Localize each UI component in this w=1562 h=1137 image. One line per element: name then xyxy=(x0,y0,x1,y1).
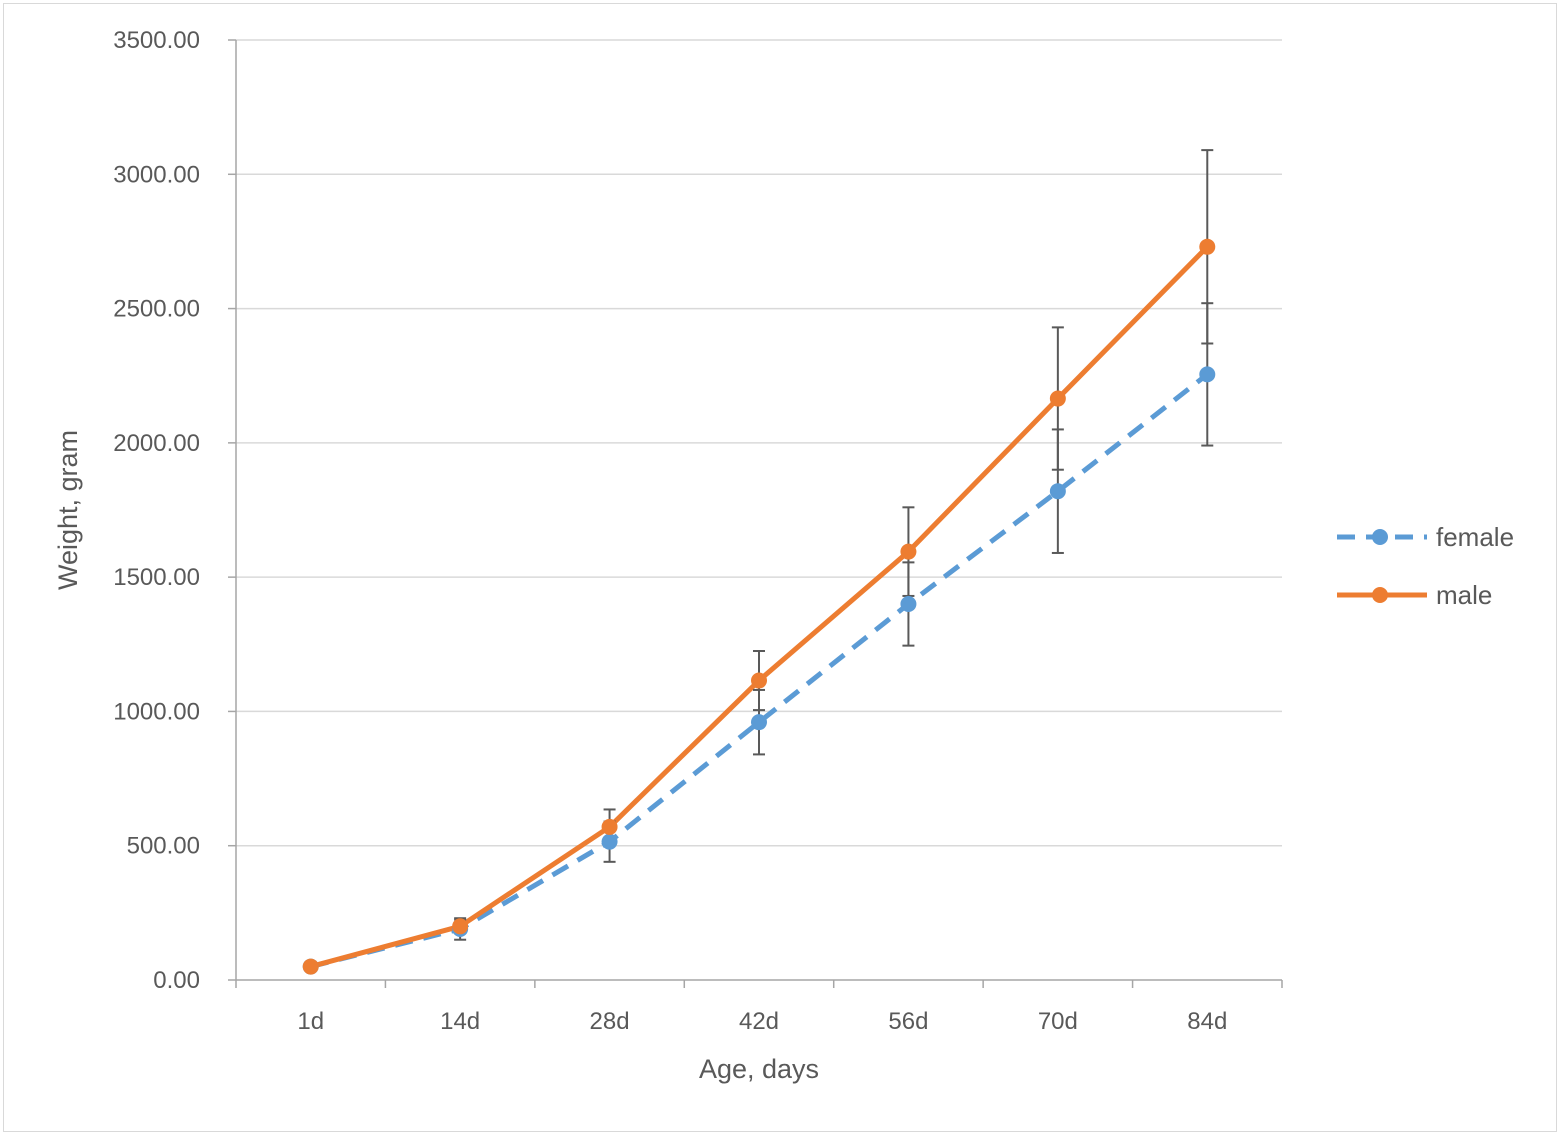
legend-item-female: female xyxy=(1337,522,1514,552)
x-tick-labels: 1d 14d 28d 42d 56d 70d 84d xyxy=(235,980,1283,1035)
series-line-male xyxy=(310,245,1210,969)
data-point-male xyxy=(1049,390,1066,407)
x-tick-label: 1d xyxy=(297,1008,324,1035)
legend: female male xyxy=(1337,522,1514,610)
data-point-female xyxy=(900,596,917,612)
x-tick-label: 56d xyxy=(888,1008,928,1035)
data-point-female xyxy=(751,714,767,731)
data-point-female xyxy=(601,833,618,850)
chart-frame xyxy=(3,3,1557,1132)
legend-label-female: female xyxy=(1436,522,1514,552)
series-layer xyxy=(310,245,1210,969)
legend-label-male: male xyxy=(1436,580,1492,610)
legend-marker-female xyxy=(1372,529,1388,545)
data-point-male xyxy=(452,918,469,935)
x-tick-label: 28d xyxy=(590,1008,630,1035)
data-point-male xyxy=(302,958,319,975)
y-tick-label: 1000.00 xyxy=(113,698,200,725)
y-tick-label: 500.00 xyxy=(127,833,200,860)
y-tick-label: 2500.00 xyxy=(113,296,200,323)
x-tick-label: 70d xyxy=(1038,1008,1078,1035)
data-point-female xyxy=(1049,483,1066,500)
data-point-female xyxy=(1199,366,1216,383)
y-tick-label: 0.00 xyxy=(153,967,200,994)
data-point-male xyxy=(751,672,767,689)
data-point-male xyxy=(601,818,618,835)
y-tick-label: 3500.00 xyxy=(113,27,200,54)
data-point-male xyxy=(900,543,917,560)
x-tick-label: 42d xyxy=(739,1008,779,1035)
y-tick-labels: 0.00 500.00 1000.00 1500.00 2000.00 2500.00 30… xyxy=(113,27,200,994)
y-tick-label: 1500.00 xyxy=(113,564,200,591)
x-tick-label: 84d xyxy=(1187,1008,1227,1035)
axes xyxy=(235,40,1282,981)
y-tick-label: 2000.00 xyxy=(113,430,200,457)
gridlines xyxy=(228,39,1282,981)
data-points xyxy=(302,238,1216,975)
x-tick-label: 14d xyxy=(440,1008,480,1035)
y-axis-title: Weight, gram xyxy=(53,430,83,590)
legend-item-male: male xyxy=(1337,580,1492,610)
legend-marker-male xyxy=(1372,587,1388,603)
y-tick-label: 3000.00 xyxy=(113,161,200,188)
x-axis-title: Age, days xyxy=(699,1054,819,1084)
data-point-male xyxy=(1199,238,1216,255)
